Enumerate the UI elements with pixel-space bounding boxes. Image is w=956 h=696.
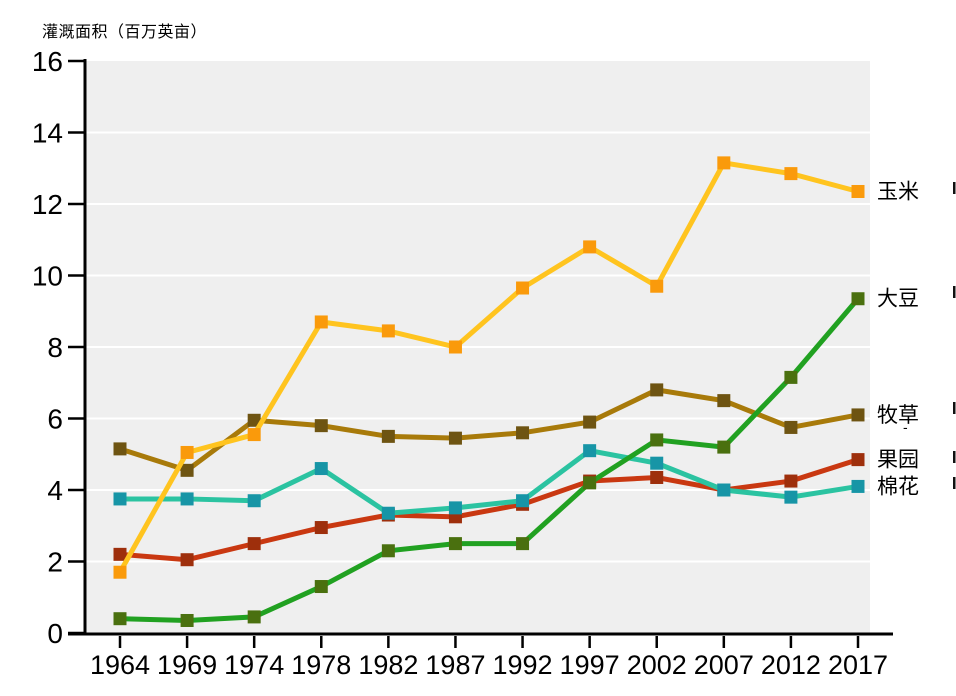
- marker-hay: [381, 429, 395, 443]
- x-tick-label: 1974: [224, 650, 284, 680]
- marker-corn: [583, 240, 597, 254]
- marker-soybean: [180, 613, 194, 627]
- chart-title: 灌溉面积（百万英亩）: [42, 24, 208, 41]
- marker-corn: [448, 340, 462, 354]
- marker-cotton: [851, 479, 865, 493]
- marker-corn: [113, 565, 127, 579]
- marker-corn: [247, 428, 261, 442]
- marker-soybean: [851, 292, 865, 306]
- legend-label-hay: 牧草: [877, 404, 919, 427]
- marker-hay: [650, 383, 664, 397]
- y-tick-label: 4: [47, 475, 63, 506]
- marker-cotton: [180, 492, 194, 506]
- marker-cotton: [314, 462, 328, 476]
- marker-soybean: [583, 476, 597, 490]
- marker-hay: [717, 394, 731, 408]
- marker-soybean: [113, 612, 127, 626]
- marker-hay: [247, 413, 261, 427]
- marker-soybean: [247, 610, 261, 624]
- legend-label-cotton: 棉花: [877, 475, 919, 498]
- x-tick-label: 1978: [291, 650, 351, 680]
- x-tick-label: 1992: [493, 650, 553, 680]
- marker-soybean: [381, 544, 395, 558]
- series-line-hay: [119, 387, 859, 474]
- marker-hay: [784, 420, 798, 434]
- y-tick-label: 16: [32, 46, 63, 77]
- marker-hay: [314, 419, 328, 433]
- x-tick-label: 1964: [90, 650, 150, 680]
- legend-label-soybean: 大豆: [877, 288, 919, 311]
- marker-cotton: [784, 490, 798, 504]
- legend-label-corn: 玉米: [877, 180, 919, 203]
- marker-orchard: [851, 453, 865, 467]
- marker-hay: [113, 442, 127, 456]
- y-tick-label: 6: [47, 404, 63, 435]
- marker-soybean: [650, 433, 664, 447]
- series-line-corn: [117, 160, 859, 574]
- x-tick-label: 1969: [157, 650, 217, 680]
- marker-cotton: [381, 506, 395, 520]
- marker-cotton: [448, 501, 462, 515]
- marker-cotton: [717, 483, 731, 497]
- y-tick-label: 8: [47, 332, 63, 363]
- clipped-edge-mark: [953, 402, 956, 414]
- marker-orchard: [314, 521, 328, 535]
- marker-orchard: [784, 474, 798, 488]
- marker-orchard: [180, 553, 194, 567]
- marker-hay: [448, 431, 462, 445]
- marker-corn: [650, 279, 664, 293]
- clipped-edge-mark: [953, 477, 956, 489]
- marker-soybean: [314, 580, 328, 594]
- marker-corn: [851, 184, 865, 198]
- marker-cotton: [650, 456, 664, 470]
- marker-corn: [180, 445, 194, 459]
- marker-corn: [516, 281, 530, 295]
- marker-soybean: [717, 440, 731, 454]
- marker-cotton: [113, 492, 127, 506]
- y-tick-label: 12: [32, 189, 63, 220]
- x-tick-label: 2007: [694, 650, 754, 680]
- marker-cotton: [583, 444, 597, 458]
- marker-cotton: [516, 494, 530, 508]
- marker-cotton: [247, 494, 261, 508]
- marker-hay: [516, 426, 530, 440]
- marker-hay: [851, 408, 865, 422]
- y-tick-label: 0: [47, 618, 63, 649]
- series-line-cotton: [120, 448, 859, 516]
- x-tick-label: 2012: [761, 650, 821, 680]
- marker-orchard: [247, 537, 261, 551]
- clipped-edge-mark: [953, 451, 956, 463]
- series-line-orchard: [119, 457, 859, 563]
- x-tick-label: 1997: [560, 650, 620, 680]
- marker-corn: [784, 167, 798, 181]
- dash-artifact: -: [903, 419, 908, 435]
- series-line-soybean: [119, 297, 860, 623]
- y-tick-label: 10: [32, 261, 63, 292]
- clipped-edge-mark: [953, 182, 956, 194]
- marker-soybean: [784, 370, 798, 384]
- marker-soybean: [448, 537, 462, 551]
- x-tick-label: 2017: [828, 650, 888, 680]
- marker-soybean: [516, 537, 530, 551]
- x-tick-label: 1982: [358, 650, 418, 680]
- y-tick-label: 2: [47, 547, 63, 578]
- legend-label-orchard: 果园: [877, 449, 919, 472]
- clipped-edge-mark: [953, 286, 956, 298]
- x-tick-label: 2002: [627, 650, 687, 680]
- marker-orchard: [650, 470, 664, 484]
- marker-corn: [314, 315, 328, 329]
- x-tick-label: 1987: [425, 650, 485, 680]
- marker-orchard: [113, 547, 127, 561]
- marker-hay: [583, 415, 597, 429]
- y-tick-label: 14: [32, 118, 63, 149]
- marker-corn: [381, 324, 395, 338]
- marker-corn: [717, 156, 731, 170]
- marker-hay: [180, 463, 194, 477]
